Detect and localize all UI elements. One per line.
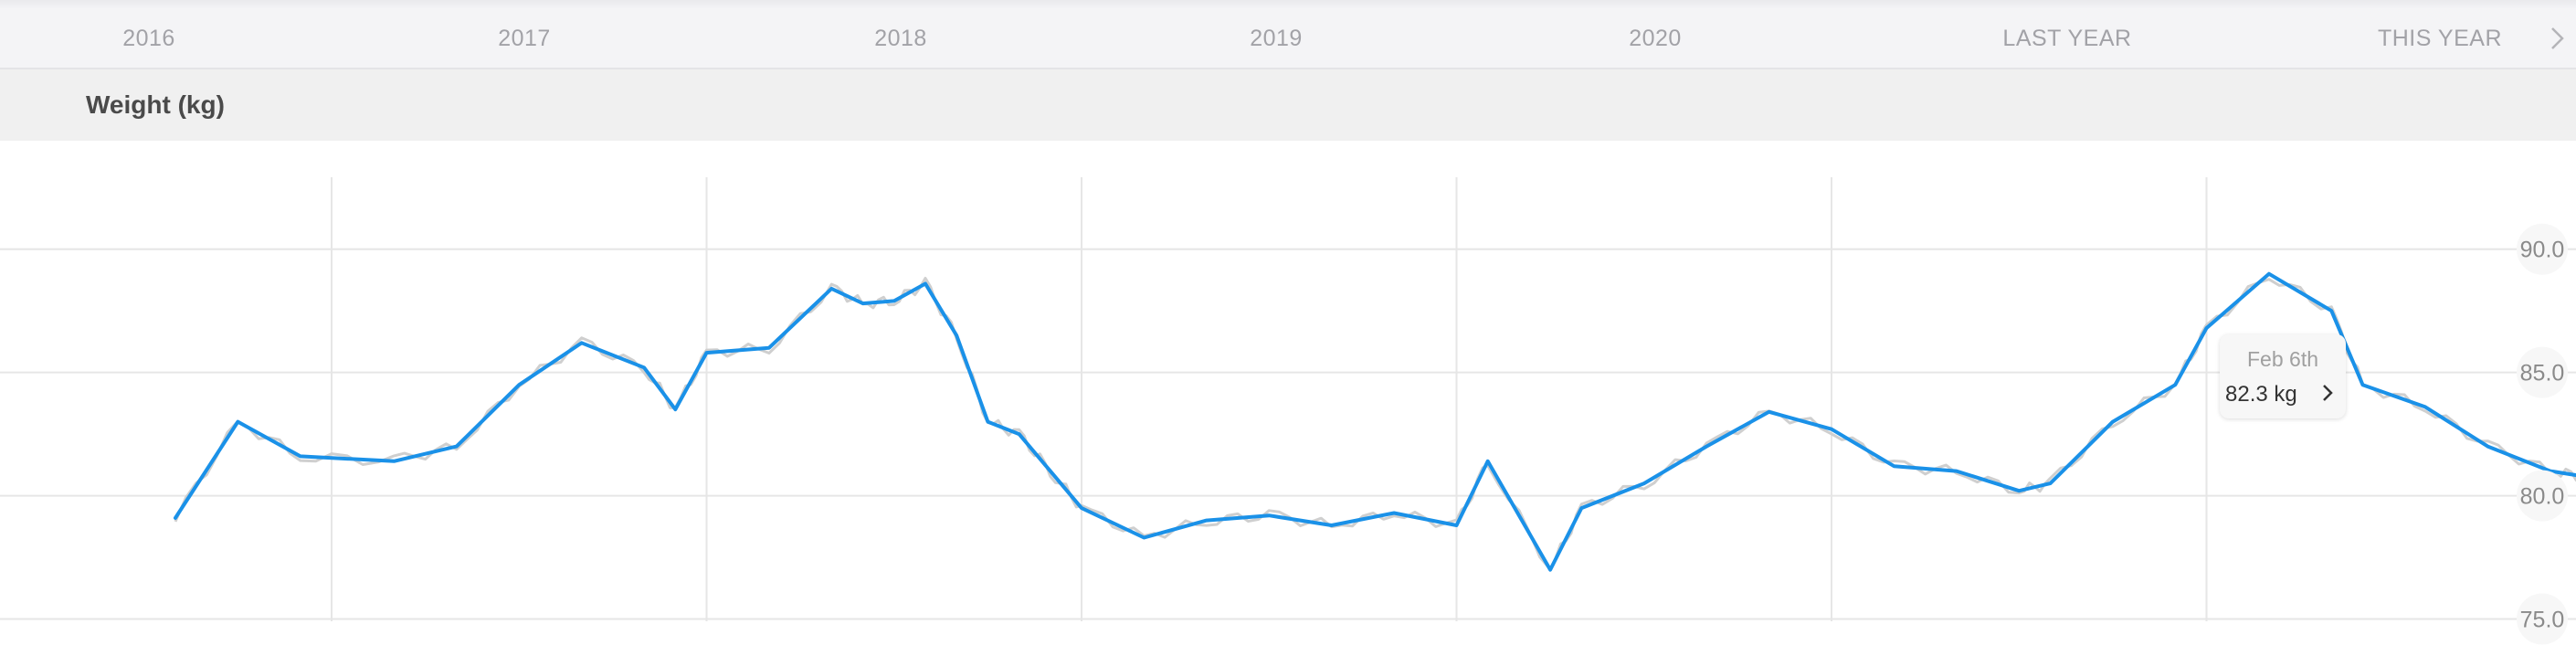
data-point [1829,427,1834,432]
data-point [579,340,585,345]
data-point [672,407,678,412]
data-point [298,453,303,459]
y-tick-label: 85.0 [2520,361,2565,386]
data-point [2110,419,2116,425]
data-point [1329,523,1335,528]
metric-header: Weight (kg) [0,69,2576,141]
data-point [516,382,522,387]
data-point [985,419,990,425]
range-tab-this-year[interactable]: THIS YEAR [2377,26,2503,51]
data-point [2360,382,2366,387]
data-point [641,365,647,370]
data-point [1454,523,1460,528]
range-tab-2017[interactable]: 2017 [498,26,551,51]
raw-weight-line [174,277,2576,571]
data-point [235,419,240,425]
chevron-right-icon [2323,385,2333,401]
data-point [1141,534,1146,540]
data-point [173,515,178,521]
y-tick-label: 80.0 [2520,484,2565,510]
data-point [1048,469,1053,474]
weight-chart[interactable]: 90.0 85.0 80.0 75.0 [0,141,2576,656]
data-point [1079,505,1084,511]
horizontal-grid [0,248,2576,620]
data-point [1642,481,1647,486]
data-point [1266,513,1272,518]
next-range-button[interactable] [2539,9,2576,68]
data-point [2328,308,2334,313]
data-point [1891,463,1896,469]
data-point [2016,488,2022,493]
data-point [1578,505,1584,511]
vertical-grid [331,177,2208,621]
data-point [391,459,396,464]
y-tick-label: 90.0 [2520,238,2565,263]
range-tab-2020[interactable]: 2020 [1629,26,1682,51]
data-point [1017,431,1022,437]
data-point [1391,510,1397,515]
data-point [454,444,459,450]
data-point [1204,518,1209,524]
chevron-right-icon [2551,27,2564,49]
data-point [892,298,897,303]
data-point [1485,459,1491,464]
data-point [860,301,866,306]
y-tick-label: 75.0 [2520,608,2565,633]
y-tick-label-bg [2517,223,2568,275]
range-tab-2016[interactable]: 2016 [122,26,175,51]
value-tooltip[interactable]: Feb 6th 82.3 kg [2220,334,2346,418]
range-tab-2019[interactable]: 2019 [1250,26,1303,51]
y-tick-label-bg [2517,470,2568,522]
y-tick-label-bg [2517,593,2568,645]
range-tab-2018[interactable]: 2018 [874,26,927,51]
metric-title: Weight (kg) [86,90,225,119]
weight-trend-line [174,271,2576,572]
tooltip-date: Feb 6th [2247,347,2318,371]
data-point [2204,325,2210,331]
y-tick-label-bg [2517,346,2568,398]
data-point [1767,409,1772,415]
data-point [1704,444,1709,450]
tooltip-value: 82.3 kg [2225,382,2297,407]
data-point [2047,481,2053,486]
top-shadow [0,0,2576,9]
data-point [2485,444,2490,450]
data-point [1954,469,1959,474]
time-range-selector: 2016 2017 2018 2019 2020 LAST YEAR THIS … [0,9,2576,69]
data-point [923,281,928,287]
y-axis-labels: 90.0 85.0 80.0 75.0 [2517,223,2568,645]
data-point [954,333,959,338]
data-point [1547,567,1553,573]
data-point [2423,404,2428,409]
data-point [704,350,710,355]
data-point [2172,382,2178,387]
range-tab-last-year[interactable]: LAST YEAR [2002,26,2132,51]
data-point [829,286,834,291]
data-point [2266,271,2272,277]
data-point [766,345,772,351]
